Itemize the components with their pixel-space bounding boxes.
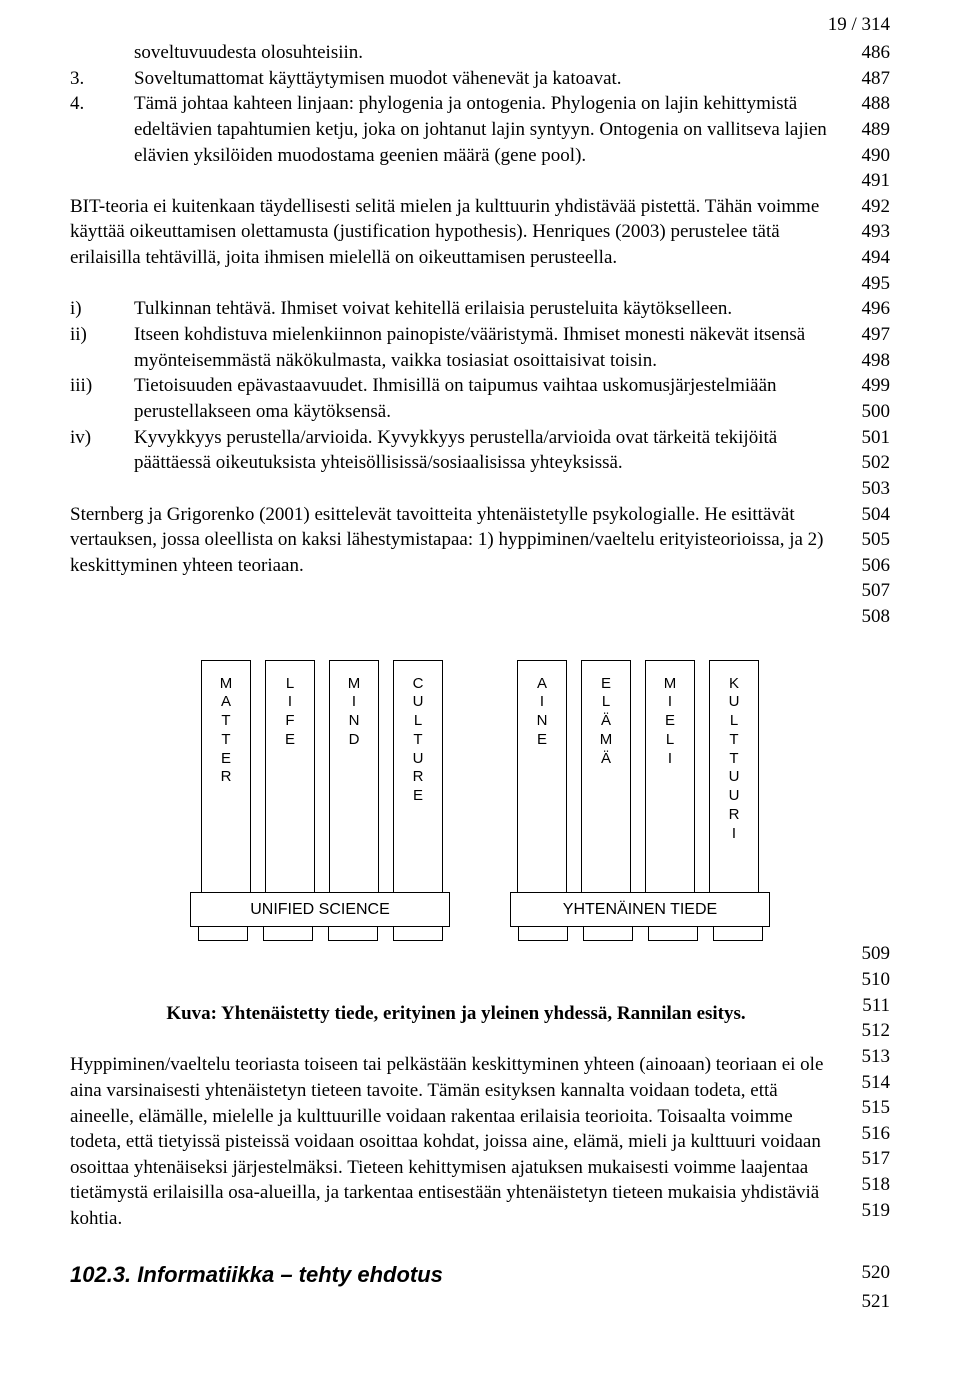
line-number: 500 bbox=[852, 399, 890, 425]
line-number: 487 bbox=[852, 66, 890, 92]
item-4-number: 4. bbox=[70, 91, 134, 168]
line-number: 495 bbox=[852, 271, 890, 297]
para-sternberg: Sternberg ja Grigorenko (2001) esittelev… bbox=[70, 502, 842, 579]
line-number: 518 bbox=[852, 1172, 890, 1198]
diagram-box-kulttuuri: KULTTUURI bbox=[709, 660, 759, 910]
line-number: 510 bbox=[852, 967, 890, 993]
line-number: 488 bbox=[852, 91, 890, 117]
line-number: 508 bbox=[852, 604, 890, 630]
line-number: 520 bbox=[852, 1260, 890, 1286]
line-number: 498 bbox=[852, 348, 890, 374]
main-text: soveltuvuudesta olosuhteisiin. 3. Sovelt… bbox=[70, 40, 842, 630]
figure-caption: Kuva: Yhtenäistetty tiede, erityinen ja … bbox=[70, 1001, 842, 1027]
roman-iv-num: iv) bbox=[70, 425, 134, 476]
diagram-box-culture: CULTURE bbox=[393, 660, 443, 910]
line-number: 506 bbox=[852, 553, 890, 579]
item-3: Soveltumattomat käyttäytymisen muodot vä… bbox=[134, 66, 842, 92]
roman-iii-num: iii) bbox=[70, 373, 134, 424]
line-number: 515 bbox=[852, 1095, 890, 1121]
line-number: 513 bbox=[852, 1044, 890, 1070]
roman-iii: Tietoisuuden epävastaavuudet. Ihmisillä … bbox=[134, 373, 842, 424]
pre-item: soveltuvuudesta olosuhteisiin. bbox=[134, 40, 842, 66]
line-number: 497 bbox=[852, 322, 890, 348]
roman-i-num: i) bbox=[70, 296, 134, 322]
line-number: 521 bbox=[852, 1289, 890, 1315]
line-number: 489 bbox=[852, 117, 890, 143]
text-block-3: 102.3. Informatiikka – tehty ehdotus 520 bbox=[70, 1232, 890, 1290]
text-block-4: 521 bbox=[70, 1289, 890, 1315]
line-number: 503 bbox=[852, 476, 890, 502]
line-number: 490 bbox=[852, 143, 890, 169]
line-number: 509 bbox=[852, 941, 890, 967]
line-number: 499 bbox=[852, 373, 890, 399]
diagram-box-matter: MATTER bbox=[201, 660, 251, 910]
line-numbers-4: 521 bbox=[842, 1289, 890, 1315]
page-number: 19 / 314 bbox=[828, 12, 890, 38]
diagram-label-unified-science: UNIFIED SCIENCE bbox=[190, 892, 450, 928]
line-number: 511 bbox=[852, 993, 890, 1019]
text-block-2: Kuva: Yhtenäistetty tiede, erityinen ja … bbox=[70, 941, 890, 1231]
diagram-unified-science: MATTER LIFE MIND CULTURE AINE ELÄMÄ MIELI KULT… bbox=[70, 660, 890, 942]
diagram-box-mieli: MIELI bbox=[645, 660, 695, 910]
diagram-box-elämä: ELÄMÄ bbox=[581, 660, 631, 910]
line-number: 491 bbox=[852, 168, 890, 194]
diagram-label-yhtenainen-tiede: YHTENÄINEN TIEDE bbox=[510, 892, 770, 928]
line-number: 493 bbox=[852, 219, 890, 245]
roman-ii-num: ii) bbox=[70, 322, 134, 373]
para-bit: BIT-teoria ei kuitenkaan täydellisesti s… bbox=[70, 194, 842, 271]
line-number: 486 bbox=[852, 40, 890, 66]
item-3-number: 3. bbox=[70, 66, 134, 92]
line-number: 496 bbox=[852, 296, 890, 322]
line-number: 516 bbox=[852, 1121, 890, 1147]
line-number: 504 bbox=[852, 502, 890, 528]
para-final: Hyppiminen/vaeltelu teoriasta toiseen ta… bbox=[70, 1052, 842, 1231]
item-4: Tämä johtaa kahteen linjaan: phylogenia … bbox=[134, 91, 842, 168]
text-block-1: soveltuvuudesta olosuhteisiin. 3. Sovelt… bbox=[70, 40, 890, 630]
line-numbers-2: 509510511512513514515516517518519 bbox=[842, 941, 890, 1231]
line-number: 517 bbox=[852, 1146, 890, 1172]
section-heading-102-3: 102.3. Informatiikka – tehty ehdotus bbox=[70, 1260, 842, 1290]
line-number: 501 bbox=[852, 425, 890, 451]
line-number: 494 bbox=[852, 245, 890, 271]
diagram-box-aine: AINE bbox=[517, 660, 567, 910]
line-number: 492 bbox=[852, 194, 890, 220]
line-number: 507 bbox=[852, 578, 890, 604]
line-number: 514 bbox=[852, 1070, 890, 1096]
line-number: 505 bbox=[852, 527, 890, 553]
line-number: 512 bbox=[852, 1018, 890, 1044]
diagram-box-mind: MIND bbox=[329, 660, 379, 910]
diagram-box-life: LIFE bbox=[265, 660, 315, 910]
line-number: 502 bbox=[852, 450, 890, 476]
roman-ii: Itseen kohdistuva mielenkiinnon painopis… bbox=[134, 322, 842, 373]
line-numbers-1: 4864874884894904914924934944954964974984… bbox=[842, 40, 890, 630]
roman-i: Tulkinnan tehtävä. Ihmiset voivat kehite… bbox=[134, 296, 842, 322]
roman-iv: Kyvykkyys perustella/arvioida. Kyvykkyys… bbox=[134, 425, 842, 476]
line-number: 519 bbox=[852, 1198, 890, 1224]
line-numbers-3: 520 bbox=[842, 1232, 890, 1290]
